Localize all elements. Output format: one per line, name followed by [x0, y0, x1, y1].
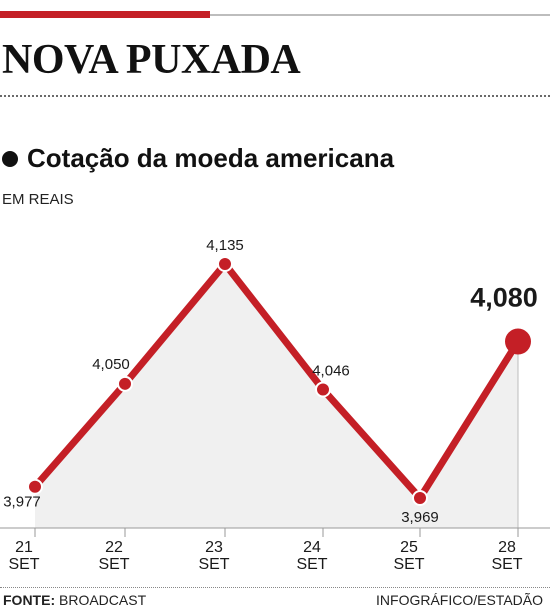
x-tick-label: 23 SET	[198, 539, 229, 573]
line-chart: 3,977 4,050 4,135 4,046 3,969 4,080 21 SET 22 SET…	[0, 237, 550, 573]
top-accent-bar	[0, 11, 210, 18]
data-point	[27, 478, 43, 495]
x-tick-label: 24 SET	[296, 539, 327, 573]
x-tick-label: 25 SET	[393, 539, 424, 573]
highlight-value-label: 4,080	[470, 283, 538, 313]
headline: NOVA PUXADA	[2, 37, 301, 83]
top-rule	[0, 14, 550, 16]
chart-title: Cotação da moeda americana	[27, 143, 395, 173]
y-axis-unit-label: EM REAIS	[2, 191, 74, 208]
data-point	[117, 375, 133, 392]
x-tick-label: 21 SET	[8, 539, 39, 573]
x-tick-label: 22 SET	[98, 539, 129, 573]
data-point	[315, 381, 331, 398]
data-label: 3,969	[401, 509, 439, 526]
data-point	[217, 256, 233, 272]
area-fill	[35, 264, 518, 528]
data-label: 4,135	[206, 237, 244, 254]
data-point	[412, 490, 428, 506]
series-line	[31, 260, 522, 502]
data-label: 4,050	[92, 356, 130, 373]
source-value: BROADCAST	[59, 592, 147, 608]
x-tick-label: 28 SET	[491, 539, 522, 573]
data-label: 3,977	[3, 494, 41, 511]
highlight-point	[505, 328, 531, 355]
chart-title-row: Cotação da moeda americana	[2, 143, 394, 174]
bullet-icon	[2, 150, 18, 167]
data-label: 4,046	[312, 362, 350, 379]
footer-divider	[0, 587, 550, 588]
source-label: FONTE:	[3, 592, 56, 608]
source-note: FONTE: BROADCAST	[3, 592, 146, 608]
header-divider	[0, 95, 550, 97]
credit-note: INFOGRÁFICO/ESTADÃO	[376, 592, 543, 608]
